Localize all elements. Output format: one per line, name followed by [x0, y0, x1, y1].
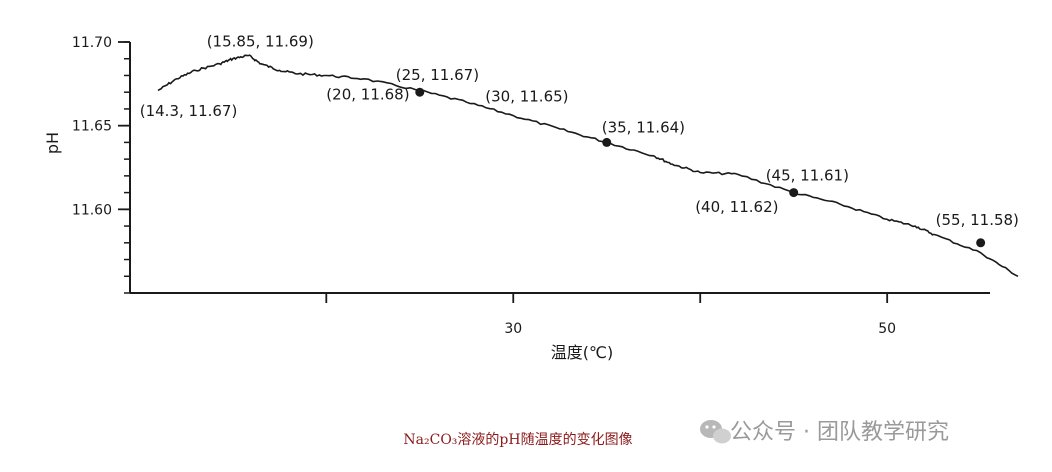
data-marker [415, 87, 425, 97]
point-annotation: (14.3, 11.67) [140, 102, 238, 120]
point-annotation: (45, 11.61) [766, 167, 849, 185]
data-marker [976, 238, 986, 248]
point-annotation: (30, 11.65) [485, 88, 568, 106]
watermark: 公众号 · 团队教学研究 [700, 420, 949, 445]
point-annotation: (15.85, 11.69) [207, 33, 314, 51]
point-annotation: (20, 11.68) [326, 85, 409, 103]
x-tick-label: 30 [504, 321, 522, 337]
watermark-text: 公众号 · 团队教学研究 [730, 420, 949, 445]
data-markers [415, 87, 986, 248]
x-axis-title: 温度(℃) [551, 343, 613, 362]
x-ticks: 30 50 [325, 293, 896, 337]
y-tick-label: 11.65 [72, 119, 112, 135]
point-annotation: (40, 11.62) [695, 198, 778, 216]
data-marker [789, 188, 799, 198]
y-tick-label: 11.70 [72, 35, 112, 51]
y-tick-label: 11.60 [72, 202, 112, 218]
point-annotation: (55, 11.58) [936, 211, 1019, 229]
data-marker [602, 137, 612, 147]
wechat-icon [700, 420, 731, 444]
point-annotation: (35, 11.64) [602, 118, 685, 136]
point-annotations: (15.85, 11.69) (14.3, 11.67) (20, 11.68)(2… [140, 33, 1019, 229]
x-tick-label: 50 [878, 321, 896, 337]
point-annotation: (25, 11.67) [396, 66, 479, 84]
y-ticks: 11.60 11.65 11.70 [72, 35, 130, 218]
chart-caption: Na₂CO₃溶液的pH随温度的变化图像 [403, 432, 632, 448]
y-axis-title: pH [43, 132, 62, 154]
axes [129, 42, 990, 294]
series-line-ph [157, 54, 1019, 278]
